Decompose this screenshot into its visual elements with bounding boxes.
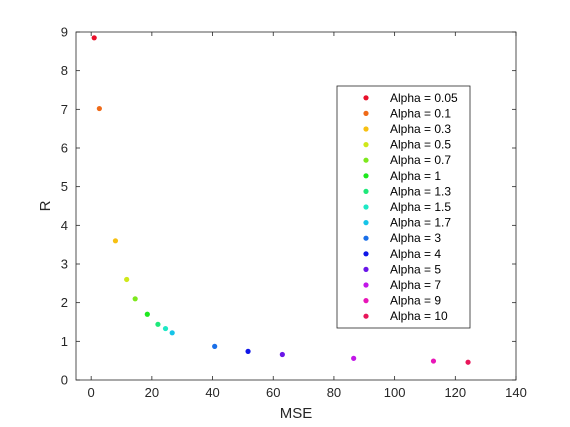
data-point: [430, 358, 437, 364]
legend-entry: Alpha = 1.3: [390, 184, 451, 198]
legend-marker: [363, 266, 369, 272]
legend-marker: [363, 188, 369, 194]
x-tick-label: 0: [88, 385, 95, 400]
x-tick-label: 80: [327, 385, 341, 400]
axes-group: [75, 31, 517, 381]
y-tick-label: 3: [61, 257, 68, 272]
legend-entry: Alpha = 7: [390, 278, 441, 292]
legend-marker: [363, 95, 369, 101]
x-tick-label: 120: [444, 385, 466, 400]
y-tick-label: 9: [61, 25, 68, 40]
legend-marker: [363, 204, 369, 210]
legend-entry: Alpha = 3: [390, 231, 441, 245]
data-point: [212, 343, 218, 349]
legend-entry: Alpha = 1.7: [390, 216, 451, 230]
legend-entry: Alpha = 9: [390, 294, 441, 308]
x-axis-label: MSE: [280, 405, 313, 422]
data-point: [91, 35, 97, 41]
legend-box: [336, 85, 471, 329]
legend-entry: Alpha = 5: [390, 262, 441, 276]
legend-marker: [363, 313, 369, 319]
points-group: [91, 35, 471, 365]
legend-marker: [363, 173, 369, 179]
y-tick-label: 1: [61, 334, 68, 349]
data-point: [132, 296, 138, 302]
data-point: [245, 348, 251, 354]
legend-marker: [363, 110, 369, 116]
legend-marker: [363, 142, 369, 148]
y-tick-label: 2: [61, 295, 68, 310]
y-tick-label: 7: [61, 102, 68, 117]
legend-marker: [363, 220, 369, 226]
legend-marker: [363, 282, 369, 288]
x-tick-label: 60: [266, 385, 280, 400]
legend-entry: Alpha = 0.1: [390, 106, 451, 120]
x-tick-label: 20: [145, 385, 159, 400]
data-point: [124, 276, 130, 283]
data-point: [279, 351, 285, 358]
legend-marker: [363, 235, 369, 241]
y-tick-label: 8: [61, 63, 68, 78]
legend-entry: Alpha = 1.5: [390, 200, 451, 214]
legend-entry: Alpha = 10: [390, 309, 448, 323]
data-point: [162, 325, 169, 332]
legend-entry: Alpha = 0.3: [390, 122, 451, 136]
data-point: [351, 355, 357, 361]
x-tick-label: 140: [505, 385, 527, 400]
y-tick-label: 6: [61, 141, 68, 156]
legend-entry: Alpha = 0.05: [390, 91, 458, 105]
legend-entry: Alpha = 0.5: [390, 138, 451, 152]
ticks-group: 0 20 40 60 80 100 120 140 0 1 2 3 4 5 6 7 8 9: [61, 25, 527, 401]
data-point: [112, 238, 119, 244]
data-point: [169, 330, 175, 336]
data-point: [144, 311, 150, 317]
y-tick-label: 5: [61, 179, 68, 194]
legend-entry: Alpha = 4: [390, 247, 441, 261]
y-tick-label: 0: [61, 373, 68, 388]
data-point: [465, 359, 471, 365]
data-point: [155, 321, 161, 327]
y-tick-label: 4: [61, 218, 68, 233]
legend-marker: [363, 298, 369, 304]
data-point: [96, 105, 102, 112]
y-axis-label: R: [37, 200, 54, 211]
legend-entry: Alpha = 0.7: [390, 153, 451, 167]
legend-entry: Alpha = 1: [390, 169, 441, 183]
legend-marker: [363, 251, 369, 257]
legend-marker: [363, 157, 369, 163]
x-tick-label: 40: [205, 385, 219, 400]
x-tick-label: 100: [384, 385, 406, 400]
legend-marker: [363, 126, 369, 132]
axes-box: [75, 31, 517, 381]
